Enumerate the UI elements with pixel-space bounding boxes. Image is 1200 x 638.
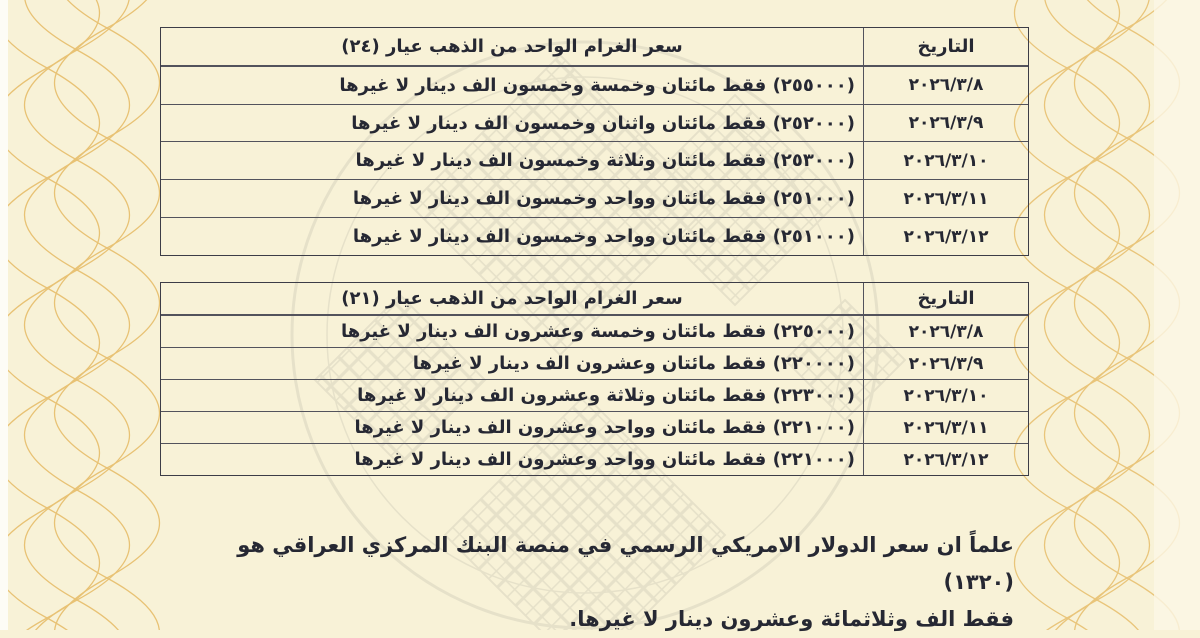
- price-cell: (٢٢١٠٠٠) فقط مائتان وواحد وعشرون الف دين…: [354, 449, 855, 470]
- date-cell: ٢٠٢٦/٣/٩: [863, 104, 1028, 142]
- table-row: ٢٠٢٦/٣/١١ (٢٢١٠٠٠) فقط مائتان وواحد وعشر…: [161, 411, 1028, 443]
- table-row: ٢٠٢٦/٣/١١ (٢٥١٠٠٠) فقط مائتان وواحد وخمس…: [161, 179, 1028, 218]
- table-row: ٢٠٢٦/٣/١٠ (٢٥٣٠٠٠) فقط مائتان وثلاثة وخم…: [161, 141, 1028, 180]
- date-cell: ٢٠٢٦/٣/٩: [863, 348, 1028, 379]
- table-header-row: التاريخ سعر الغرام الواحد من الذهب عيار …: [161, 283, 1028, 315]
- date-cell: ٢٠٢٦/٣/١١: [863, 180, 1028, 218]
- table-row: ٢٠٢٦/٣/١٢ (٢٢١٠٠٠) فقط مائتان وواحد وعشر…: [161, 443, 1028, 475]
- table-row: ٢٠٢٦/٣/٨ (٢٥٥٠٠٠) فقط مائتان وخمسة وخمسو…: [161, 65, 1028, 104]
- date-column-header: التاريخ: [863, 283, 1028, 314]
- price-column-header: سعر الغرام الواحد من الذهب عيار (٢٤): [341, 35, 683, 57]
- table-row: ٢٠٢٦/٣/١٢ (٢٥١٠٠٠) فقط مائتان وواحد وخمس…: [161, 217, 1028, 255]
- price-cell: (٢٥١٠٠٠) فقط مائتان وواحد وخمسون الف دين…: [352, 188, 855, 210]
- price-cell: (٢٥٥٠٠٠) فقط مائتان وخمسة وخمسون الف دين…: [339, 74, 855, 96]
- gold-24k-price-table: التاريخ سعر الغرام الواحد من الذهب عيار …: [160, 27, 1029, 256]
- price-cell: (٢٥٣٠٠٠) فقط مائتان وثلاثة وخمسون الف دي…: [355, 150, 855, 172]
- guilloche-left: [0, 0, 161, 630]
- price-cell: (٢٥٢٠٠٠) فقط مائتان واثنان وخمسون الف دي…: [351, 112, 855, 134]
- table-row: ٢٠٢٦/٣/٩ (٢٥٢٠٠٠) فقط مائتان واثنان وخمس…: [161, 103, 1028, 142]
- date-cell: ٢٠٢٦/٣/١٠: [863, 380, 1028, 411]
- table-row: ٢٠٢٦/٣/٨ (٢٢٥٠٠٠) فقط مائتان وخمسة وعشرو…: [161, 315, 1028, 347]
- price-cell: (٢٢١٠٠٠) فقط مائتان وواحد وعشرون الف دين…: [354, 417, 855, 438]
- date-column-header: التاريخ: [863, 28, 1028, 65]
- date-cell: ٢٠٢٦/٣/١٢: [863, 218, 1028, 255]
- date-cell: ٢٠٢٦/٣/١٢: [863, 444, 1028, 475]
- price-cell: (٢٢٣٠٠٠) فقط مائتان وثلاثة وعشرون الف دي…: [357, 385, 855, 406]
- date-cell: ٢٠٢٦/٣/١١: [863, 412, 1028, 443]
- date-cell: ٢٠٢٦/٣/١٠: [863, 142, 1028, 180]
- usd-rate-footnote-line2: فقط الف وثلاثمائة وعشرون دينار لا غيرها.: [569, 607, 1014, 631]
- date-cell: ٢٠٢٦/٣/٨: [863, 66, 1028, 104]
- scan-edge-right: [1154, 0, 1200, 630]
- table-row: ٢٠٢٦/٣/٩ (٢٢٠٠٠٠) فقط مائتان وعشرون الف …: [161, 347, 1028, 379]
- usd-rate-footnote-line1: علماً ان سعر الدولار الامريكي الرسمي في …: [237, 533, 1014, 594]
- date-cell: ٢٠٢٦/٣/٨: [863, 316, 1028, 347]
- price-cell: (٢٥١٠٠٠) فقط مائتان وواحد وخمسون الف دين…: [352, 226, 855, 248]
- scan-edge-left: [0, 0, 8, 630]
- gold-21k-price-table: التاريخ سعر الغرام الواحد من الذهب عيار …: [160, 282, 1029, 476]
- price-cell: (٢٢٠٠٠٠) فقط مائتان وعشرون الف دينار لا …: [412, 353, 855, 374]
- price-column-header: سعر الغرام الواحد من الذهب عيار (٢١): [341, 288, 683, 309]
- usd-rate-footnote: علماً ان سعر الدولار الامريكي الرسمي في …: [182, 527, 1014, 638]
- watermark-seal: [290, 40, 907, 630]
- table-header-row: التاريخ سعر الغرام الواحد من الذهب عيار …: [161, 28, 1028, 66]
- table-row: ٢٠٢٦/٣/١٠ (٢٢٣٠٠٠) فقط مائتان وثلاثة وعش…: [161, 379, 1028, 411]
- price-cell: (٢٢٥٠٠٠) فقط مائتان وخمسة وعشرون الف دين…: [341, 321, 855, 342]
